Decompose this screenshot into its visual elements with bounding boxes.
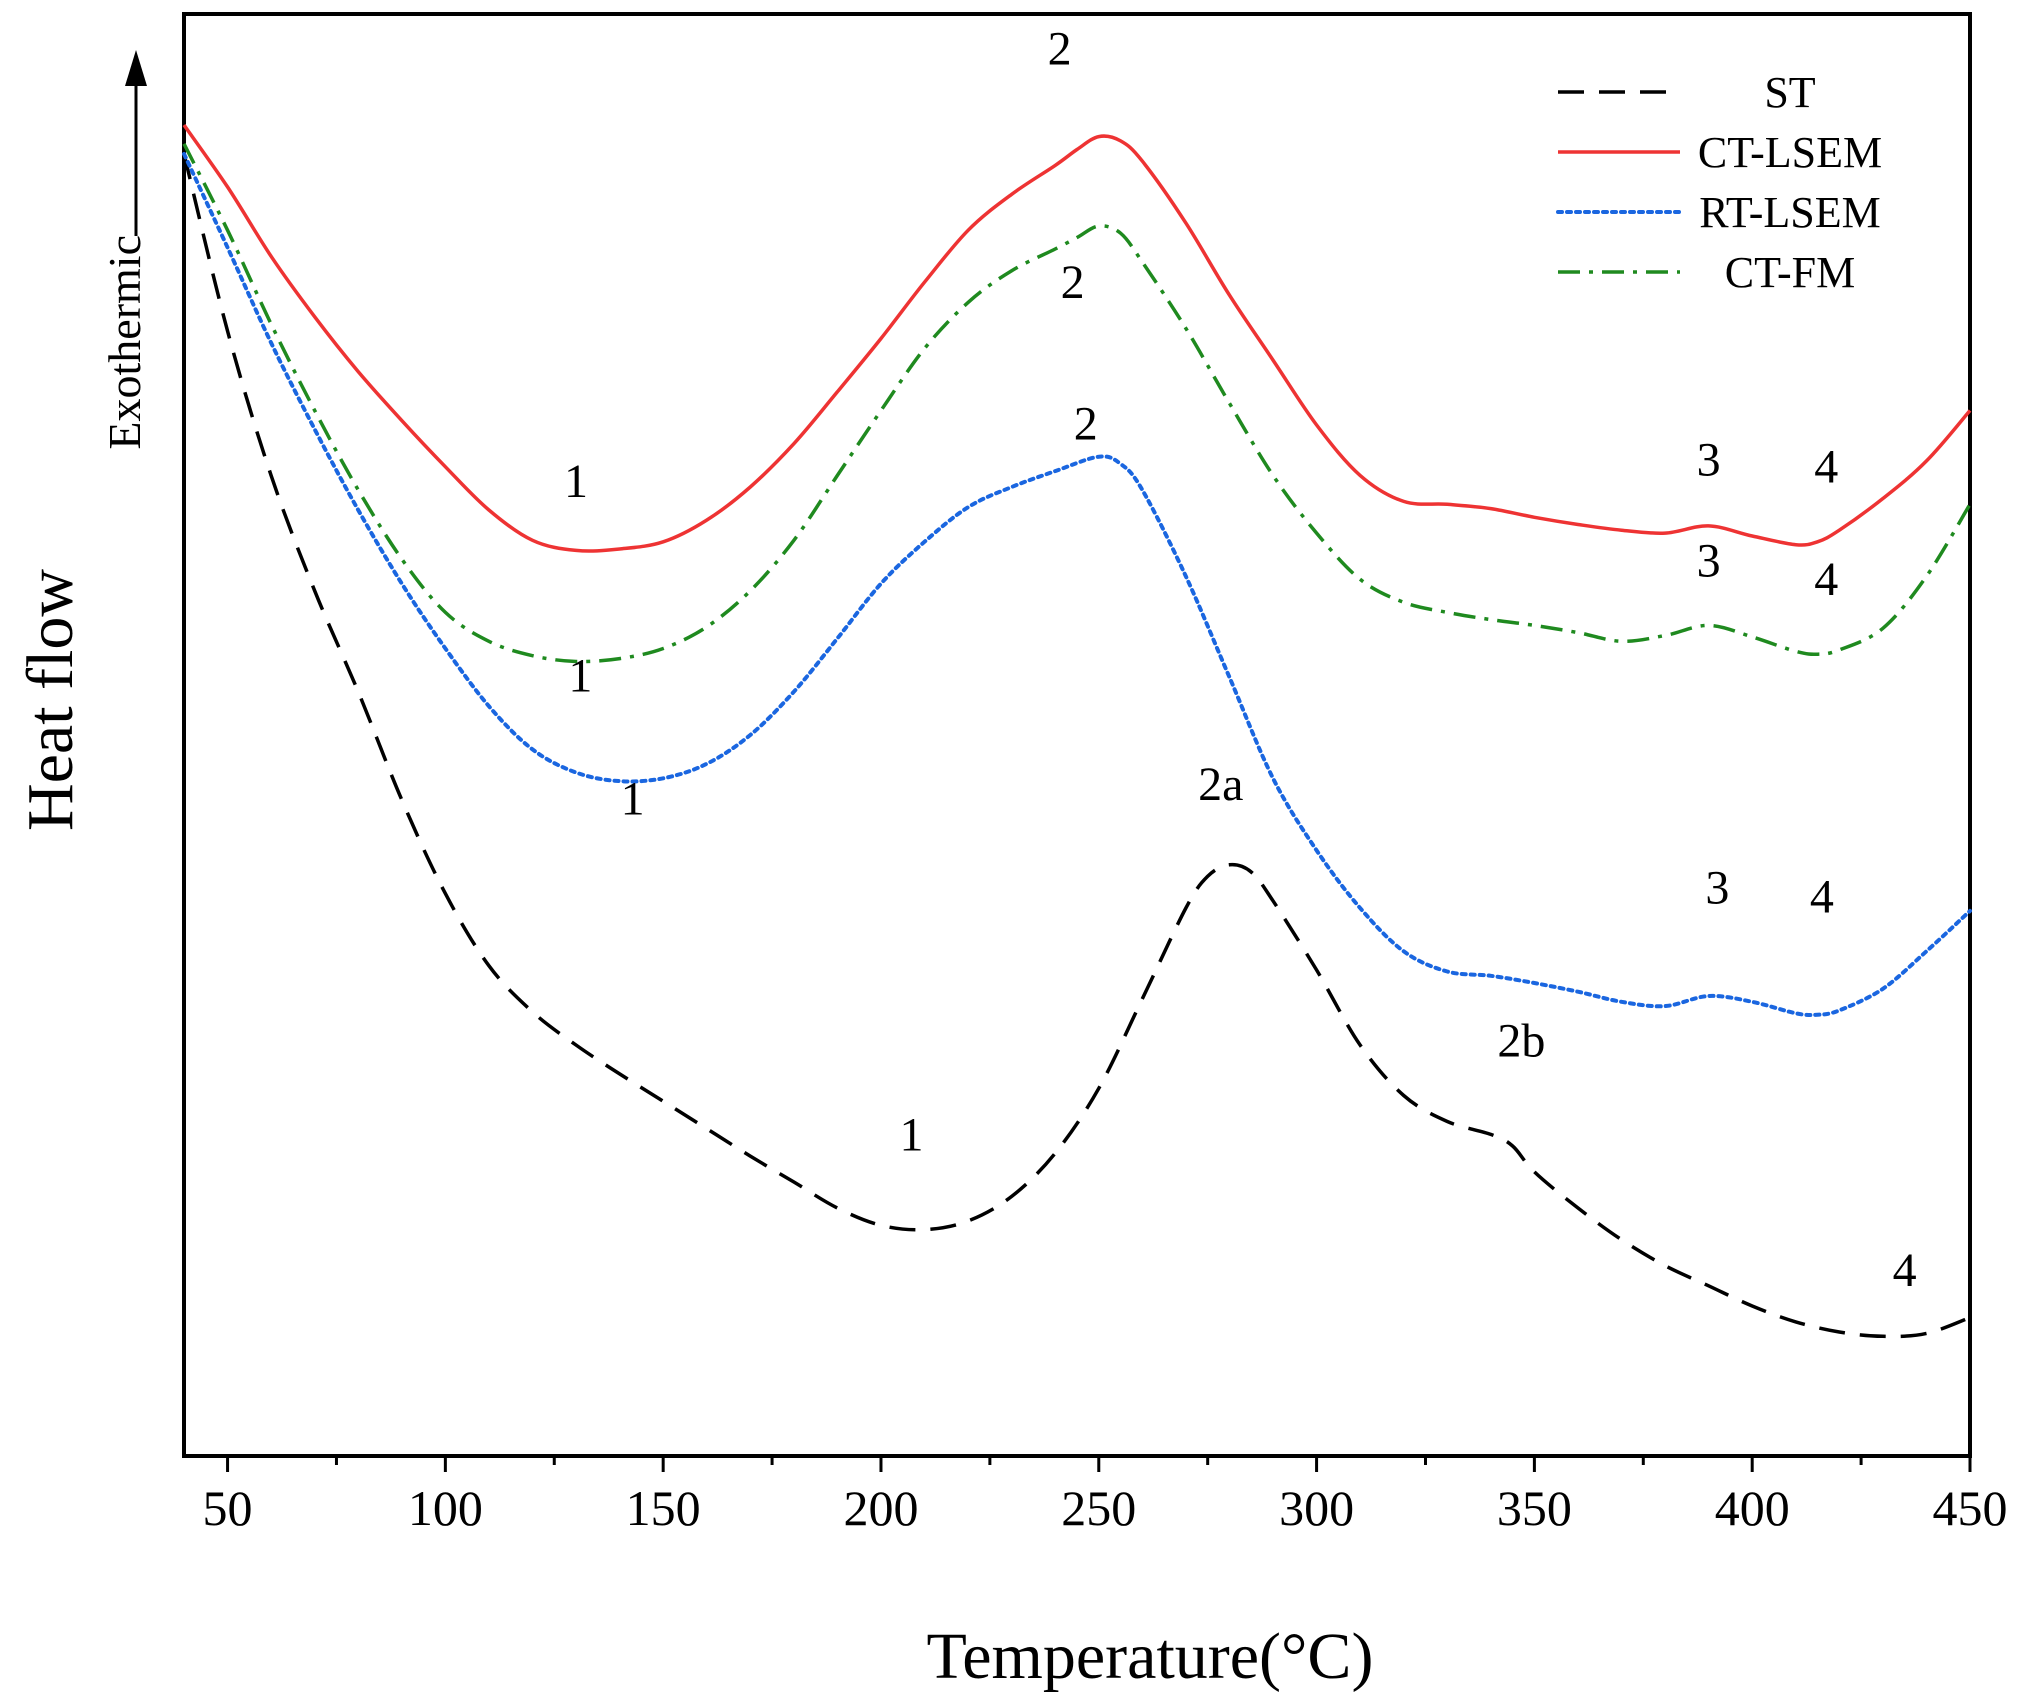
peak-annotations: 1 2 3 4 1 2 3 4 1 2 3 4 1 2a 2b 4 — [564, 22, 1917, 1296]
peak-label: 4 — [1814, 441, 1838, 494]
x-tick-label: 400 — [1715, 1480, 1790, 1536]
peak-label: 3 — [1697, 534, 1721, 587]
legend-label: CT-FM — [1725, 248, 1855, 297]
up-arrow-icon — [125, 50, 147, 86]
peak-label: 2b — [1497, 1015, 1545, 1068]
peak-label: 2 — [1061, 256, 1085, 309]
x-tick-label: 450 — [1933, 1480, 2008, 1536]
peak-label: 2a — [1198, 758, 1243, 811]
series-layer — [182, 123, 1972, 1339]
exothermic-indicator: Exothermic — [99, 50, 150, 450]
series-line-st — [182, 153, 1971, 1339]
peak-label: 4 — [1814, 553, 1838, 606]
x-tick-label: 350 — [1497, 1480, 1572, 1536]
x-tick-label: 150 — [626, 1480, 701, 1536]
x-tick-label: 50 — [203, 1480, 253, 1536]
y-axis-title: Heat flow — [14, 569, 87, 831]
peak-label: 2 — [1074, 397, 1098, 450]
peak-label: 4 — [1810, 870, 1834, 923]
x-tick-label: 200 — [843, 1480, 918, 1536]
peak-label: 1 — [568, 650, 592, 703]
peak-label: 3 — [1697, 433, 1721, 486]
plot-frame — [182, 12, 1972, 1458]
x-tick-label: 100 — [408, 1480, 483, 1536]
peak-label: 3 — [1705, 862, 1729, 915]
peak-label: 1 — [564, 455, 588, 508]
peak-label: 2 — [1048, 22, 1072, 75]
legend-label: RT-LSEM — [1699, 188, 1881, 237]
series-line-ct-lsem — [182, 123, 1972, 553]
peak-label: 1 — [621, 772, 645, 825]
series-line-ct-fm — [182, 143, 1972, 664]
x-tick-label: 250 — [1061, 1480, 1136, 1536]
legend-label: ST — [1764, 68, 1815, 117]
peak-label: 1 — [899, 1108, 923, 1161]
x-tick-label: 300 — [1279, 1480, 1354, 1536]
legend-label: CT-LSEM — [1698, 128, 1882, 177]
legend: ST CT-LSEM RT-LSEM CT-FM — [1556, 68, 1882, 297]
series-line-rt-lsem — [182, 151, 1972, 1018]
exothermic-label: Exothermic — [99, 235, 150, 450]
peak-label: 4 — [1893, 1244, 1917, 1297]
x-axis-ticks: 50 100 150 200 250 300 350 400 450 — [203, 1456, 2008, 1536]
x-axis-title: Temperature(°C) — [927, 1620, 1374, 1693]
